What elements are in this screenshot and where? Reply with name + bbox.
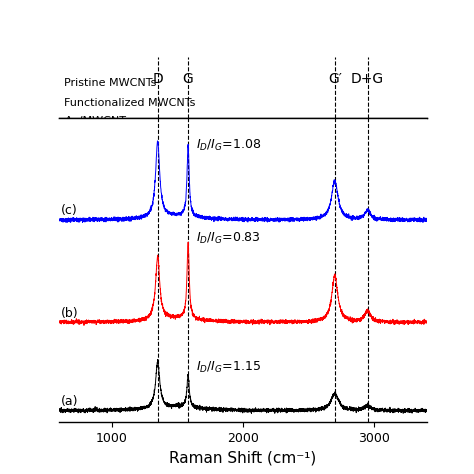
Text: D+G: D+G [351, 72, 384, 86]
Text: $I_D/I_G$=1.15: $I_D/I_G$=1.15 [196, 360, 261, 375]
Text: $I_D/I_G$=1.08: $I_D/I_G$=1.08 [196, 138, 261, 153]
Text: G: G [182, 72, 193, 86]
X-axis label: Raman Shift (cm⁻¹): Raman Shift (cm⁻¹) [169, 450, 317, 465]
Text: Ag/MWCNTs: Ag/MWCNTs [64, 117, 130, 127]
Text: G′: G′ [328, 72, 342, 86]
Text: Functionalized MWCNTs: Functionalized MWCNTs [64, 98, 196, 108]
Text: (a): (a) [61, 395, 79, 408]
Text: D: D [152, 72, 163, 86]
Text: (c): (c) [61, 204, 78, 217]
Text: $I_D/I_G$=0.83: $I_D/I_G$=0.83 [196, 231, 260, 246]
Text: Pristine MWCNTs: Pristine MWCNTs [64, 78, 157, 88]
Text: (b): (b) [61, 307, 79, 319]
